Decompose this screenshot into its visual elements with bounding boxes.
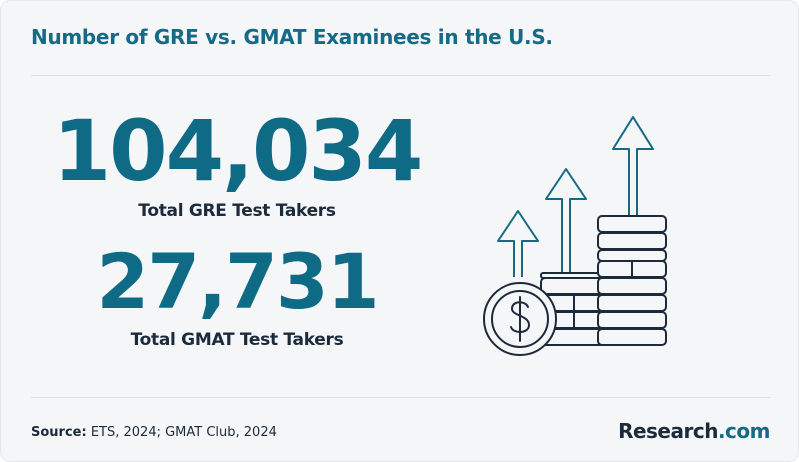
brand-name: Research bbox=[618, 419, 718, 443]
stat-label: Total GRE Test Takers bbox=[138, 201, 336, 221]
source-label: Source: bbox=[31, 425, 87, 440]
stat-label: Total GMAT Test Takers bbox=[130, 330, 344, 350]
source-text: ETS, 2024; GMAT Club, 2024 bbox=[90, 425, 277, 440]
divider bbox=[31, 397, 771, 398]
money-growth-icon bbox=[483, 116, 667, 356]
title: Number of GRE vs. GMAT Examinees in the … bbox=[31, 25, 553, 49]
brand-logo: Research.com bbox=[618, 419, 770, 443]
stat-value: 104,034 bbox=[52, 102, 424, 200]
stat-value: 27,731 bbox=[96, 237, 379, 326]
divider bbox=[31, 75, 771, 76]
brand-suffix: .com bbox=[717, 419, 771, 443]
source: Source: ETS, 2024; GMAT Club, 2024 bbox=[31, 425, 277, 440]
